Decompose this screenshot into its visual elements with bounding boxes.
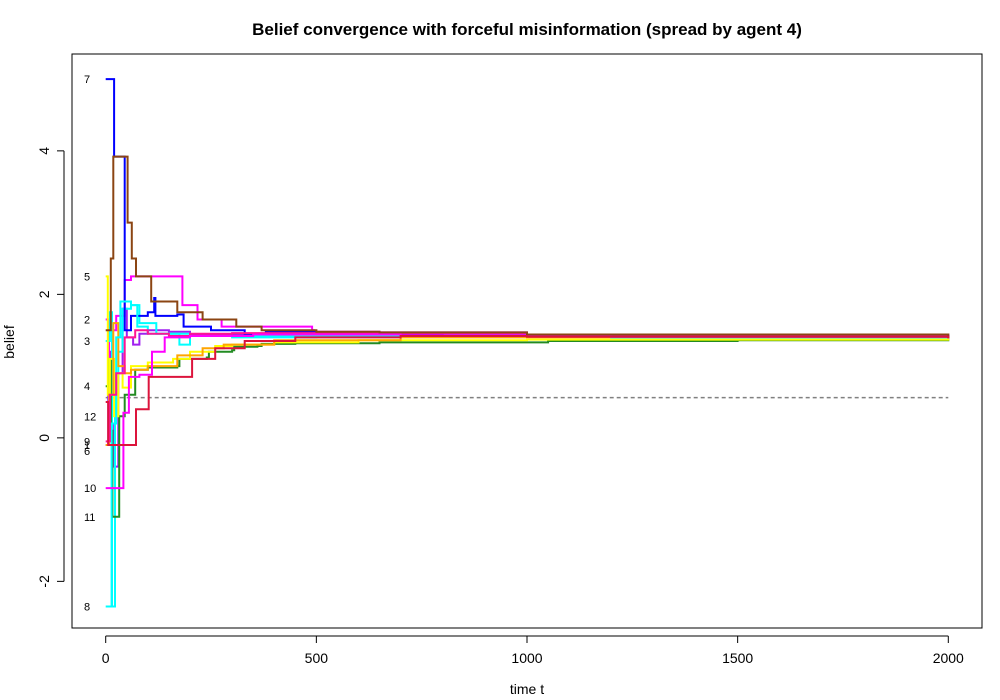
agent-label-layer: 7 5 2 3 4 12 916 10 11 8 [84,74,96,613]
plot-frame [71,53,983,629]
x-axis-label: time t [510,681,544,697]
agent-label: 8 [84,601,90,613]
agent-label: 12 [84,411,96,423]
x-tick-label: 0 [102,650,110,666]
agent-label: 10 [84,483,96,495]
agent-label: 5 [84,271,90,283]
agent-label: 1 [84,440,90,452]
agent-label: 7 [84,74,90,86]
x-tick-label: 1500 [722,650,753,666]
series-line-agent-11 [105,155,950,339]
y-tick-label: 2 [36,290,52,298]
series-line-agent-6 [105,322,950,446]
series-layer [105,78,950,608]
y-tick-label: 4 [36,147,52,155]
agent-label: 11 [84,512,95,524]
x-axis: 0 500 1000 1500 2000 [102,635,964,666]
agent-label: 9 [84,436,90,448]
agent-label: 6 [84,446,90,458]
series-line-agent-4 [105,338,950,518]
chart-title: Belief convergence with forceful misinfo… [252,20,802,39]
series-line-agent-12 [105,335,950,446]
x-tick-label: 1000 [511,650,542,666]
y-axis-label: belief [1,325,17,359]
x-tick-label: 2000 [933,650,964,666]
agent-label: 3 [84,336,90,348]
y-tick-label: -2 [36,575,52,588]
agent-label: 4 [84,381,90,393]
y-axis: -2 0 2 4 [36,147,65,588]
y-tick-label: 0 [36,434,52,442]
x-tick-label: 500 [305,650,329,666]
agent-label: 2 [84,314,90,326]
